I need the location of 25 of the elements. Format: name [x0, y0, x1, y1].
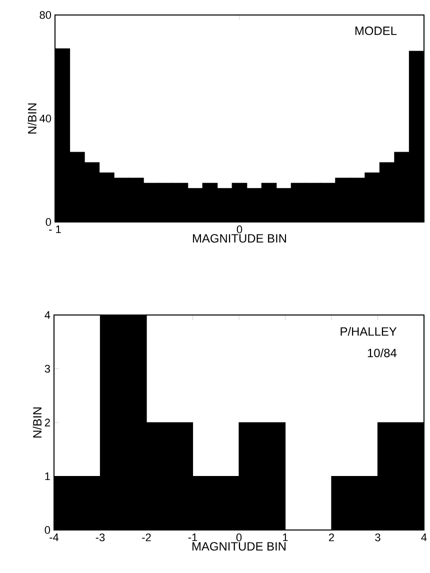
y-tick-label: 40: [39, 114, 51, 122]
x-tick-label: - 1: [48, 226, 61, 234]
x-tick-label: 3: [374, 534, 380, 542]
y-axis-title: N/BIN: [32, 408, 42, 438]
x-axis-title: MAGNITUDE BIN: [192, 542, 286, 551]
y-axis-title: N/BIN: [27, 104, 36, 134]
x-tick-label: 2: [328, 534, 334, 542]
x-tick-label: 1: [282, 534, 288, 542]
y-tick-label: 1: [45, 472, 50, 480]
x-tick-label: -1: [188, 534, 197, 542]
x-axis-title: MAGNITUDE BIN: [192, 234, 286, 243]
y-tick-label: 0: [46, 218, 51, 226]
y-tick-label: 4: [44, 311, 50, 319]
annotation: MODEL: [355, 26, 396, 36]
y-tick-label: 80: [40, 11, 51, 19]
x-tick-label: 4: [421, 534, 427, 542]
x-tick-label: -2: [142, 534, 151, 542]
annotation: 10/84: [368, 348, 396, 358]
y-tick-label: 2: [44, 418, 50, 426]
x-tick-label: 0: [236, 534, 242, 542]
annotation: P/HALLEY: [340, 326, 396, 336]
y-tick-label: 3: [44, 364, 50, 373]
x-tick-label: -3: [96, 534, 104, 542]
y-tick-label: 0: [44, 526, 50, 534]
x-tick-label: -4: [49, 534, 58, 542]
